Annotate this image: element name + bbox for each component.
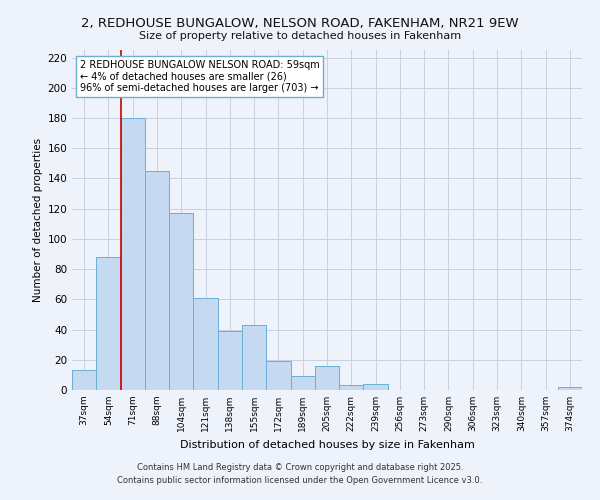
Y-axis label: Number of detached properties: Number of detached properties <box>33 138 43 302</box>
Text: Contains public sector information licensed under the Open Government Licence v3: Contains public sector information licen… <box>118 476 482 485</box>
Bar <box>121 118 145 390</box>
Text: 2 REDHOUSE BUNGALOW NELSON ROAD: 59sqm
← 4% of detached houses are smaller (26)
: 2 REDHOUSE BUNGALOW NELSON ROAD: 59sqm ←… <box>80 60 319 94</box>
Bar <box>364 384 388 390</box>
Bar <box>558 387 582 390</box>
Bar <box>339 386 364 390</box>
Bar <box>72 370 96 390</box>
Bar <box>290 376 315 390</box>
Bar <box>145 171 169 390</box>
Bar <box>315 366 339 390</box>
Text: 2, REDHOUSE BUNGALOW, NELSON ROAD, FAKENHAM, NR21 9EW: 2, REDHOUSE BUNGALOW, NELSON ROAD, FAKEN… <box>81 18 519 30</box>
Bar <box>169 213 193 390</box>
Bar <box>193 298 218 390</box>
Text: Contains HM Land Registry data © Crown copyright and database right 2025.: Contains HM Land Registry data © Crown c… <box>137 464 463 472</box>
X-axis label: Distribution of detached houses by size in Fakenham: Distribution of detached houses by size … <box>179 440 475 450</box>
Bar <box>242 325 266 390</box>
Bar <box>96 257 121 390</box>
Bar <box>218 331 242 390</box>
Text: Size of property relative to detached houses in Fakenham: Size of property relative to detached ho… <box>139 31 461 41</box>
Bar <box>266 362 290 390</box>
